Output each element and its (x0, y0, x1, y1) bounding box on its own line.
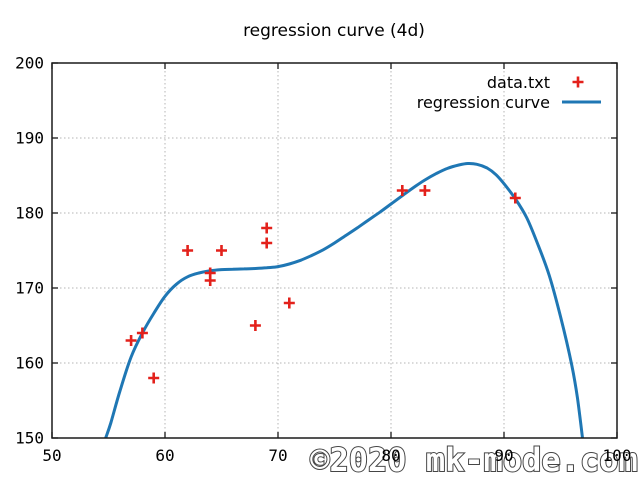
x-tick-label: 90 (494, 446, 513, 465)
y-tick-label: 200 (15, 54, 44, 73)
data-point-marker (283, 297, 295, 309)
plot-area (51, 62, 618, 439)
data-point-marker (204, 275, 216, 286)
data-point-marker (182, 245, 194, 256)
y-tick-label: 180 (15, 204, 44, 223)
chart-title: regression curve (4d) (243, 21, 425, 41)
axis-labels: 50 60 70 80 90 100 150 160 170 180 190 200 (15, 54, 631, 466)
data-point-marker (216, 245, 227, 256)
regression-curve-path (104, 161, 584, 438)
x-tick-label: 80 (381, 446, 400, 465)
plot-border (51, 62, 618, 439)
data-point-marker (396, 185, 408, 196)
legend-label-data: data.txt (487, 73, 550, 92)
x-tick-label: 60 (155, 446, 174, 465)
data-point-marker (419, 185, 431, 196)
y-tick-label: 160 (15, 354, 44, 373)
legend-label-curve: regression curve (417, 93, 550, 112)
data-point-marker (136, 327, 148, 339)
data-point-marker (249, 320, 261, 331)
data-point-marker (125, 335, 137, 346)
data-point-marker (509, 192, 521, 204)
y-tick-label: 170 (15, 279, 44, 298)
data-point-marker (261, 222, 273, 234)
y-tick-label: 150 (15, 429, 44, 448)
data-point-marker (148, 372, 160, 384)
y-tick-label: 190 (15, 129, 44, 148)
data-point-marker (261, 237, 273, 249)
x-tick-label: 70 (268, 446, 287, 465)
watermark: ©2020 mk-mode.com (310, 441, 638, 479)
x-tick-label: 100 (603, 446, 632, 465)
legend-plus-marker-icon (572, 76, 584, 88)
legend: data.txt regression curve (417, 73, 601, 112)
x-tick-label: 50 (42, 446, 61, 465)
